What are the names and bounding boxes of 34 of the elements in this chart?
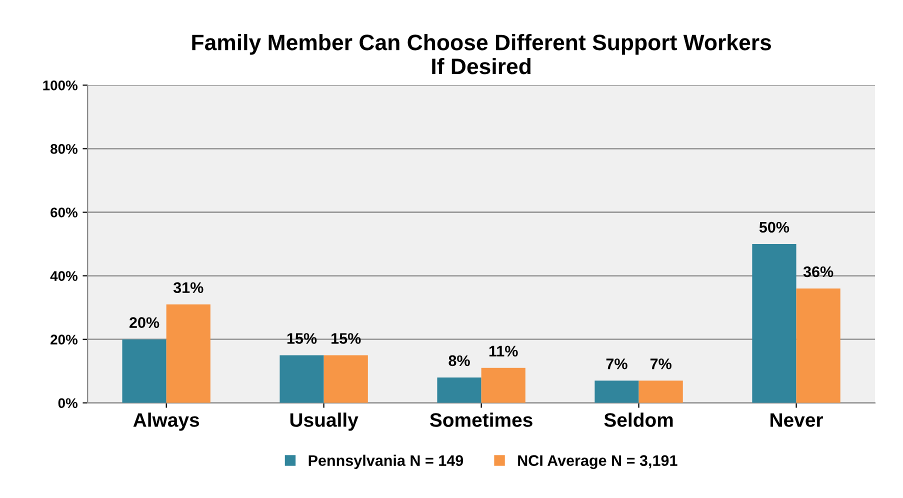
- data-label: 50%: [759, 222, 790, 233]
- data-label: 15%: [287, 333, 317, 344]
- x-tick-label: Usually: [290, 412, 358, 431]
- data-label: 8%: [448, 355, 470, 366]
- legend-label: Pennsylvania N = 149: [308, 454, 464, 469]
- bar: [796, 288, 840, 403]
- bar: [594, 380, 639, 403]
- bar: [481, 368, 526, 403]
- bar: [122, 339, 166, 403]
- bar: [324, 355, 368, 403]
- data-label: 15%: [332, 333, 361, 344]
- y-tick-label: 0%: [58, 398, 78, 408]
- y-tick-label: 40%: [50, 271, 78, 281]
- x-tick-label: Seldom: [604, 412, 673, 427]
- data-label: 7%: [650, 358, 672, 370]
- data-label: 11%: [489, 346, 518, 357]
- data-label: 36%: [803, 266, 834, 278]
- data-label: 31%: [173, 282, 204, 294]
- bar: [638, 380, 683, 403]
- x-tick-label: Always: [133, 412, 200, 431]
- y-tick-label: 60%: [50, 208, 78, 218]
- chart-title: Family Member Can Choose Different Support Workers If Desired: [192, 34, 771, 74]
- x-tick-label: Never: [770, 413, 823, 427]
- bar: [166, 304, 210, 403]
- bar: [437, 377, 482, 403]
- bar: [280, 355, 324, 403]
- y-tick-label: 100%: [43, 80, 78, 90]
- x-tick-label: Sometimes: [430, 412, 532, 427]
- data-label: 20%: [130, 317, 160, 328]
- bar: [752, 244, 796, 403]
- data-label: 7%: [606, 358, 628, 370]
- y-tick-label: 80%: [50, 144, 78, 154]
- legend-label: NCI Average N = 3,191: [518, 455, 678, 470]
- y-tick-label: 20%: [50, 334, 78, 345]
